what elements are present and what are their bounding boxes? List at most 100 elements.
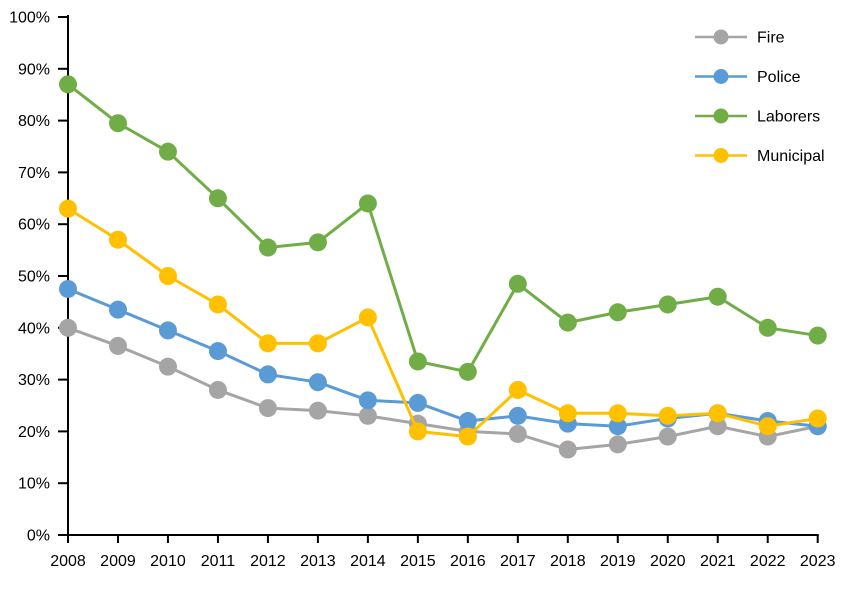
data-point-police	[608, 417, 627, 436]
data-point-laborers	[808, 326, 827, 345]
data-point-laborers	[258, 238, 277, 257]
data-point-municipal	[59, 199, 77, 218]
series-fire	[59, 318, 827, 459]
data-point-fire	[558, 440, 577, 459]
data-point-fire	[358, 406, 377, 425]
legend-item-police: Police	[695, 69, 801, 86]
x-tick-label: 2012	[250, 553, 286, 570]
data-point-municipal	[758, 417, 777, 436]
data-point-municipal	[358, 308, 377, 327]
legend-label-fire: Fire	[757, 30, 785, 47]
y-tick-label: 70%	[18, 165, 50, 182]
legend-marker-icon	[713, 29, 729, 45]
data-point-police	[208, 342, 227, 361]
legend-marker-icon	[713, 108, 729, 124]
data-point-police	[408, 393, 427, 412]
x-tick-label: 2016	[450, 553, 486, 570]
data-point-laborers	[308, 233, 327, 252]
data-point-laborers	[508, 274, 527, 293]
x-tick-label: 2021	[700, 553, 736, 570]
data-point-fire	[708, 417, 727, 436]
data-point-municipal	[508, 380, 527, 399]
data-point-municipal	[608, 404, 627, 423]
data-point-police	[308, 373, 327, 392]
data-point-laborers	[208, 189, 227, 208]
x-tick-label: 2013	[300, 553, 336, 570]
data-point-municipal	[208, 295, 227, 314]
y-tick-label: 20%	[18, 424, 50, 441]
legend-item-municipal: Municipal	[695, 148, 825, 165]
data-point-laborers	[358, 194, 377, 213]
data-point-fire	[108, 336, 127, 355]
data-point-laborers	[59, 75, 77, 94]
data-point-laborers	[708, 287, 727, 306]
legend-label-laborers: Laborers	[757, 109, 820, 126]
data-point-laborers	[108, 114, 127, 133]
series-line-police	[66, 287, 820, 428]
data-point-municipal	[258, 334, 277, 353]
data-point-police	[358, 391, 377, 410]
legend-marker-icon	[713, 69, 729, 84]
x-tick-label: 2018	[550, 553, 586, 570]
data-point-municipal	[408, 422, 427, 441]
data-point-police	[108, 300, 127, 319]
x-tick-label: 2020	[650, 553, 686, 570]
data-point-police	[458, 412, 477, 431]
y-tick-label: 0%	[27, 528, 50, 545]
data-point-fire	[308, 401, 327, 420]
y-tick-label: 100%	[9, 10, 50, 27]
legend-marker-icon	[713, 148, 729, 163]
data-point-fire	[508, 424, 527, 443]
data-point-municipal	[158, 267, 177, 285]
x-tick-label: 2010	[150, 553, 186, 570]
y-tick-label: 10%	[18, 476, 50, 493]
data-point-municipal	[108, 230, 127, 249]
legend-item-fire: Fire	[695, 29, 785, 47]
data-point-fire	[208, 380, 227, 399]
y-tick-label: 50%	[18, 269, 50, 286]
y-tick-label: 80%	[18, 113, 50, 130]
x-tick-label: 2009	[100, 553, 136, 570]
axes: 0% 10% 20% 30% 40% 50% 60% 70% 80% 90% 100% 2008 200…	[9, 10, 836, 571]
data-point-municipal	[658, 406, 677, 425]
y-tick-label: 60%	[18, 217, 50, 234]
data-point-police	[508, 406, 527, 425]
data-point-laborers	[558, 313, 577, 332]
x-tick-label: 2011	[201, 553, 236, 570]
data-point-fire	[608, 435, 627, 454]
data-point-police	[59, 279, 77, 298]
data-point-fire	[59, 318, 77, 337]
data-point-police	[158, 321, 177, 340]
series-line-municipal	[66, 207, 820, 439]
legend-item-laborers: Laborers	[695, 108, 820, 126]
legend: Fire Police Laborers Municipal	[695, 29, 825, 165]
data-point-municipal	[808, 409, 827, 428]
data-point-laborers	[658, 295, 677, 314]
data-point-fire	[258, 399, 277, 418]
data-point-laborers	[158, 142, 177, 161]
data-point-laborers	[608, 303, 627, 322]
legend-label-municipal: Municipal	[757, 148, 825, 165]
data-point-laborers	[458, 362, 477, 381]
x-tick-label: 2014	[350, 553, 386, 570]
data-point-laborers	[758, 318, 777, 337]
series-municipal	[59, 199, 827, 446]
y-tick-label: 90%	[18, 61, 50, 78]
data-point-municipal	[458, 427, 477, 446]
x-tick-label: 2017	[500, 553, 536, 570]
x-tick-label: 2015	[400, 553, 436, 570]
y-tick-label: 40%	[18, 320, 50, 337]
x-tick-label: 2008	[50, 553, 86, 570]
data-point-municipal	[708, 404, 727, 423]
series-line-fire	[66, 326, 820, 452]
data-point-municipal	[308, 334, 327, 353]
data-point-laborers	[408, 352, 427, 371]
data-point-fire	[658, 427, 677, 446]
x-tick-label: 2022	[750, 553, 786, 570]
x-tick-label: 2023	[800, 553, 836, 570]
data-point-police	[258, 365, 277, 384]
series-line-laborers	[66, 82, 820, 374]
y-tick-label: 30%	[18, 372, 50, 389]
